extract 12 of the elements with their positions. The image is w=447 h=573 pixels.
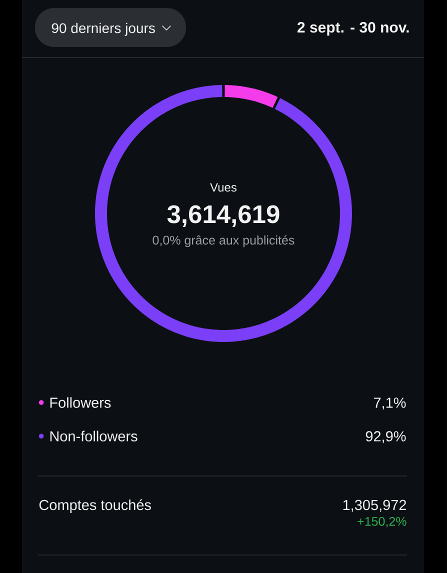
text: 3,614,619: [167, 205, 280, 227]
text: +150,2%: [358, 516, 406, 528]
text: 0,0% grâce aux publicités: [152, 235, 294, 248]
data-label: 92,9%: [366, 431, 406, 444]
legend-label: Followers: [50, 397, 111, 408]
text: Comptes touchés: [39, 499, 151, 514]
legend-label: Non-followers: [50, 430, 138, 442]
text: 90 derniers jours: [52, 22, 155, 36]
text: 1,305,972: [343, 500, 406, 512]
data-label: 7,1%: [374, 398, 406, 410]
text: 2 sept. - 30 nov.: [298, 22, 409, 36]
text: Vues: [210, 183, 237, 192]
